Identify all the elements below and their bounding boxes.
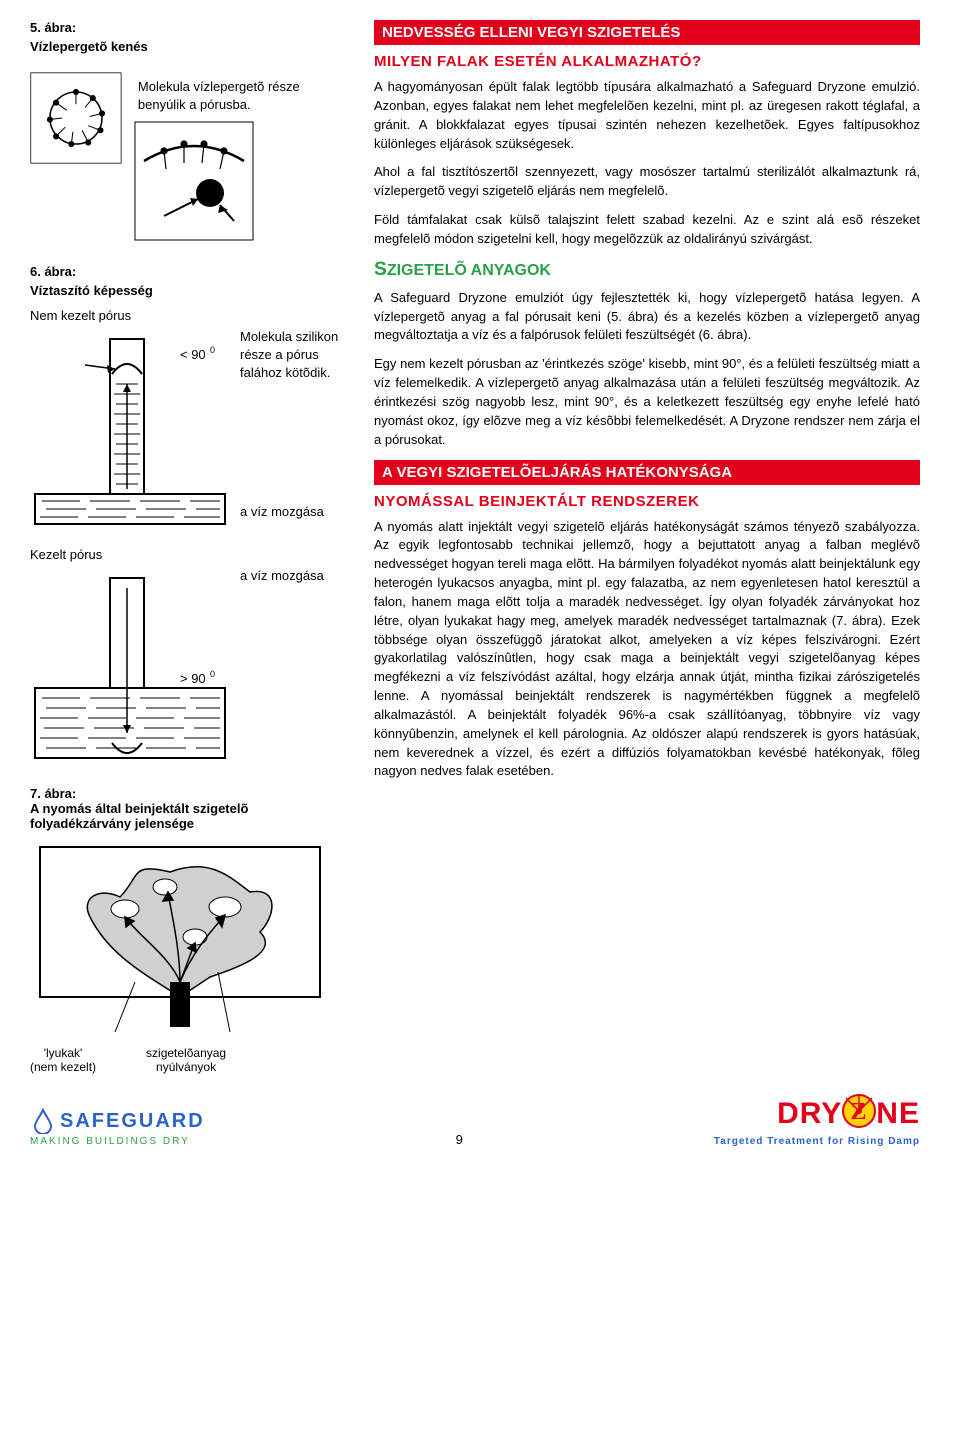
dryzone-pre: DRY bbox=[777, 1097, 842, 1130]
fig6-caption-line1: 6. ábra: bbox=[30, 264, 350, 279]
para-3: Föld támfalakat csak külsõ talajszint fe… bbox=[374, 211, 920, 249]
dryzone-tag: Targeted Treatment for Rising Damp bbox=[714, 1136, 920, 1147]
fig5-caption-line2: Vízlepergetõ kenés bbox=[30, 39, 350, 54]
fig5-molecule-surface-icon bbox=[134, 121, 254, 241]
fig6-treated-side: a víz mozgása > 90 bbox=[240, 547, 324, 665]
fig7-label-right: szigetelõanyag nyúlványok bbox=[146, 1046, 226, 1074]
fig7-label-left: 'lyukak' (nem kezelt) bbox=[30, 1046, 96, 1074]
fig7-labels: 'lyukak' (nem kezelt) szigetelõanyag nyú… bbox=[30, 1046, 350, 1074]
safeguard-tag: MAKING BUILDINGS DRY bbox=[30, 1136, 205, 1147]
safeguard-logo: SAFEGUARD bbox=[30, 1108, 205, 1134]
fig6-untreated-block: Nem kezelt pórus bbox=[30, 308, 350, 529]
fig6-label-untreated: Nem kezelt pórus bbox=[30, 308, 230, 323]
fig7-label-right-2: nyúlványok bbox=[146, 1060, 226, 1074]
angle-lt-sup: 0 bbox=[210, 345, 215, 355]
fig5-caption-line1: 5. ábra: bbox=[30, 20, 350, 35]
angle-lt-label: < 90 bbox=[180, 347, 206, 362]
safeguard-name: SAFEGUARD bbox=[60, 1110, 205, 1133]
fig7-label-left-1: 'lyukak' bbox=[30, 1046, 96, 1060]
dryzone-z-icon: Z bbox=[842, 1094, 876, 1136]
fig7-injection-icon bbox=[30, 837, 330, 1037]
heading-2: SZIGETELÕ ANYAGOK bbox=[374, 259, 920, 281]
svg-text:0: 0 bbox=[210, 669, 215, 679]
fig5-molecule-circle-icon bbox=[30, 58, 122, 178]
fig6-water-label-1: a víz mozgása bbox=[240, 503, 350, 521]
fig6-water-label-2: a víz mozgása bbox=[240, 567, 324, 585]
fig7-label-left-2: (nem kezelt) bbox=[30, 1060, 96, 1074]
fig7-label-right-1: szigetelõanyag bbox=[146, 1046, 226, 1060]
footer: SAFEGUARD MAKING BUILDINGS DRY 9 DRY Z N… bbox=[30, 1094, 920, 1147]
fig6-side-text: Molekula szilikon része a pórus falához … bbox=[240, 308, 350, 521]
heading-3: NYOMÁSSAL BEINJEKTÁLT RENDSZEREK bbox=[374, 493, 920, 510]
heading-1: MILYEN FALAK ESETÉN ALKALMAZHATÓ? bbox=[374, 53, 920, 70]
banner-1: NEDVESSÉG ELLENI VEGYI SZIGETELÉS bbox=[374, 20, 920, 45]
para-4b: Egy nem kezelt pórusban az 'érintkezés s… bbox=[374, 355, 920, 449]
fig5-row: Molekula vízlepergetõ része benyúlik a p… bbox=[30, 58, 350, 246]
fig6-caption-line2: Víztaszító képesség bbox=[30, 283, 350, 298]
para-1: A hagyományosan épült falak legtöbb típu… bbox=[374, 78, 920, 153]
para-2: Ahol a fal tisztítószertõl szennyezett, … bbox=[374, 163, 920, 201]
svg-text:> 90: > 90 bbox=[180, 671, 206, 686]
para-5: A nyomás alatt injektált vegyi szigetelõ… bbox=[374, 518, 920, 782]
fig5-right-block: Molekula vízlepergetõ része benyúlik a p… bbox=[134, 58, 350, 246]
fig5-caption: 5. ábra: Vízlepergetõ kenés bbox=[30, 20, 350, 54]
fig6-treated-block: Kezelt pórus bbox=[30, 547, 350, 768]
banner-2: A VEGYI SZIGETELÕELJÁRÁS HATÉKONYSÁGA bbox=[374, 460, 920, 485]
dryzone-post: NE bbox=[876, 1097, 920, 1130]
droplet-icon bbox=[30, 1108, 56, 1134]
fig6-treated-icon: > 90 0 bbox=[30, 568, 230, 768]
page-number: 9 bbox=[456, 1132, 463, 1147]
fig6-side-text-inner: Molekula szilikon része a pórus falához … bbox=[240, 328, 350, 383]
fig6-label-treated: Kezelt pórus bbox=[30, 547, 230, 562]
fig7-title: 7. ábra: A nyomás által beinjektált szig… bbox=[30, 786, 350, 831]
para-4: A Safeguard Dryzone emulziót úgy fejlesz… bbox=[374, 289, 920, 346]
fig5-text: Molekula vízlepergetõ része benyúlik a p… bbox=[138, 58, 350, 113]
dryzone-logo: DRY Z NE bbox=[714, 1094, 920, 1136]
safeguard-logo-block: SAFEGUARD MAKING BUILDINGS DRY bbox=[30, 1108, 205, 1147]
fig6-untreated-icon: < 90 0 bbox=[30, 329, 230, 529]
dryzone-logo-block: DRY Z NE Targeted Treatment for Rising D… bbox=[714, 1094, 920, 1147]
fig6-wrap: 6. ábra: Víztaszító képesség Nem kezelt … bbox=[30, 264, 350, 768]
